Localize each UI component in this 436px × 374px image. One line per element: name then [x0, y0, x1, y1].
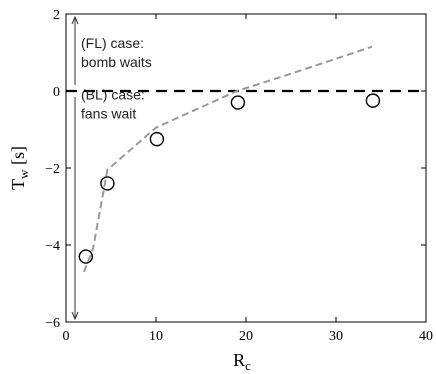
annotation-fl-line: bomb waits: [81, 54, 152, 70]
fit-curve-line: [83, 45, 373, 273]
arrow-up-head: [71, 15, 79, 25]
y-axis-label: Tw [s]: [8, 146, 31, 190]
x-tick-label: 0: [63, 329, 70, 344]
annotations: (FL) case: bomb waits (BL) case: fans wait: [81, 35, 152, 122]
data-point: [78, 249, 94, 264]
y-tick-label: 2: [53, 8, 60, 23]
data-point: [365, 93, 381, 108]
y-tick-label: −6: [45, 316, 60, 331]
data-points: [78, 93, 381, 264]
data-point: [149, 131, 165, 147]
fit-curve: [83, 45, 373, 273]
x-tick-label: 40: [419, 329, 433, 344]
data-point: [230, 95, 246, 110]
annotation-bl-line: (BL) case:: [81, 86, 145, 102]
annotation-fl-line: (FL) case:: [81, 35, 144, 51]
axis-ticks: 0 10 20 30 40 −6 −4 −2 0 2: [45, 8, 433, 344]
data-point: [100, 176, 115, 191]
y-tick-label: 0: [53, 85, 60, 100]
y-tick-label: −2: [45, 162, 60, 177]
y-tick-label: −4: [45, 239, 60, 254]
x-tick-label: 30: [329, 329, 343, 344]
x-tick-label: 10: [149, 329, 163, 344]
x-tick-label: 20: [239, 329, 253, 344]
arrow-down-head: [71, 311, 79, 321]
annotation-bl-line: fans wait: [81, 105, 136, 121]
annotation-arrows: [71, 15, 79, 321]
axis-labels: Rc Tw [s]: [8, 146, 251, 373]
x-axis-label: Rc: [233, 350, 251, 373]
